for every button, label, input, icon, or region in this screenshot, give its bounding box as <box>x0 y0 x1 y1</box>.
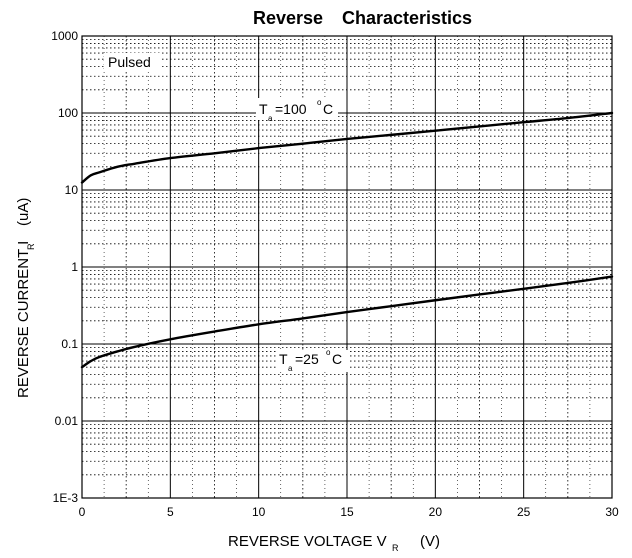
x-tick-label: 5 <box>167 505 174 519</box>
y-tick-label: 100 <box>58 106 78 120</box>
t100-label-bg <box>256 98 338 120</box>
x-tick-label: 0 <box>79 505 86 519</box>
series-line-ta-100c <box>80 111 614 184</box>
chart-title-part1: Reverse <box>253 8 323 28</box>
y-tick-labels: 1E-3 0.01 0.1 1 10 100 1000 <box>51 29 78 505</box>
x-tick-labels: 0 5 10 15 20 25 30 <box>79 505 619 519</box>
t100-degree: o <box>317 98 322 107</box>
major-gridlines <box>82 36 612 498</box>
y-tick-label: 0.01 <box>55 414 79 428</box>
t100-unit: C <box>323 101 333 117</box>
y-tick-label: 1000 <box>51 29 78 43</box>
series-line-ta-25c <box>80 275 614 369</box>
chart-title-part2: Characteristics <box>342 8 472 28</box>
y-axis-label-subscript: R <box>26 243 36 250</box>
t25-degree: o <box>326 348 331 357</box>
t25-annotation: T a =25 o C <box>276 348 348 373</box>
y-axis-label-group: REVERSE CURRENT I R (uA) <box>15 198 36 398</box>
pulsed-annotation: Pulsed <box>104 53 160 71</box>
plot-frame <box>81 35 613 499</box>
t25-symbol: T <box>279 351 288 367</box>
x-axis-label: REVERSE VOLTAGE V <box>228 533 387 550</box>
y-tick-label: 1E-3 <box>53 491 79 505</box>
y-axis-unit: (uA) <box>15 198 32 226</box>
x-tick-label: 20 <box>429 505 443 519</box>
t25-unit: C <box>332 351 342 367</box>
y-tick-label: 10 <box>65 183 79 197</box>
x-tick-label: 10 <box>252 505 266 519</box>
x-axis-unit: (V) <box>420 533 440 550</box>
t25-label-bg <box>276 350 348 372</box>
x-axis-label-subscript: R <box>392 543 399 553</box>
x-tick-label: 30 <box>605 505 619 519</box>
t100-annotation: T a =100 o C <box>256 98 338 123</box>
pulsed-label-bg <box>104 53 160 71</box>
pulsed-label: Pulsed <box>108 54 151 70</box>
y-tick-label: 0.1 <box>61 337 78 351</box>
x-tick-label: 15 <box>340 505 354 519</box>
x-tick-label: 25 <box>517 505 531 519</box>
y-axis-label: REVERSE CURRENT I <box>15 241 32 398</box>
data-series <box>80 111 614 369</box>
t100-subscript: a <box>268 114 273 123</box>
t25-value: =25 <box>295 351 319 367</box>
t25-subscript: a <box>288 364 293 373</box>
t100-symbol: T <box>259 101 268 117</box>
y-tick-label: 1 <box>71 260 78 274</box>
t100-value: =100 <box>275 101 307 117</box>
